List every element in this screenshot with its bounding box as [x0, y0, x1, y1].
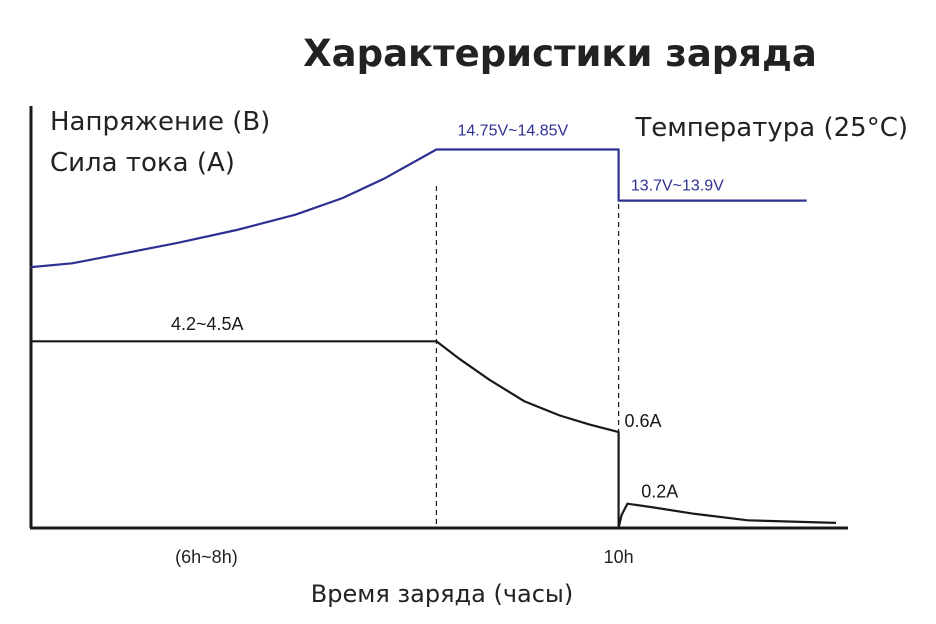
- x-tick-label-1: (6h~8h): [175, 547, 238, 567]
- x-tick-label-2: 10h: [604, 547, 634, 567]
- annotation-label-3: 4.2~4.5A: [171, 314, 244, 334]
- voltage-line: [30, 148, 807, 269]
- annotation-label-5: 0.2A: [641, 481, 678, 501]
- annotation-label-2: 13.7V~13.9V: [631, 177, 724, 194]
- temperature-label: Температура (25°C): [634, 113, 908, 143]
- annotation-label-4: 0.6A: [624, 411, 661, 431]
- voltage-axis-label: Напряжение (В): [50, 107, 270, 137]
- x-axis-label: Время заряда (часы): [311, 580, 573, 608]
- current-line: [31, 340, 837, 530]
- current-axis-label: Сила тока (А): [50, 148, 235, 178]
- chart-title: Характеристики заряда: [303, 32, 817, 75]
- annotation-label-1: 14.75V~14.85V: [457, 122, 568, 139]
